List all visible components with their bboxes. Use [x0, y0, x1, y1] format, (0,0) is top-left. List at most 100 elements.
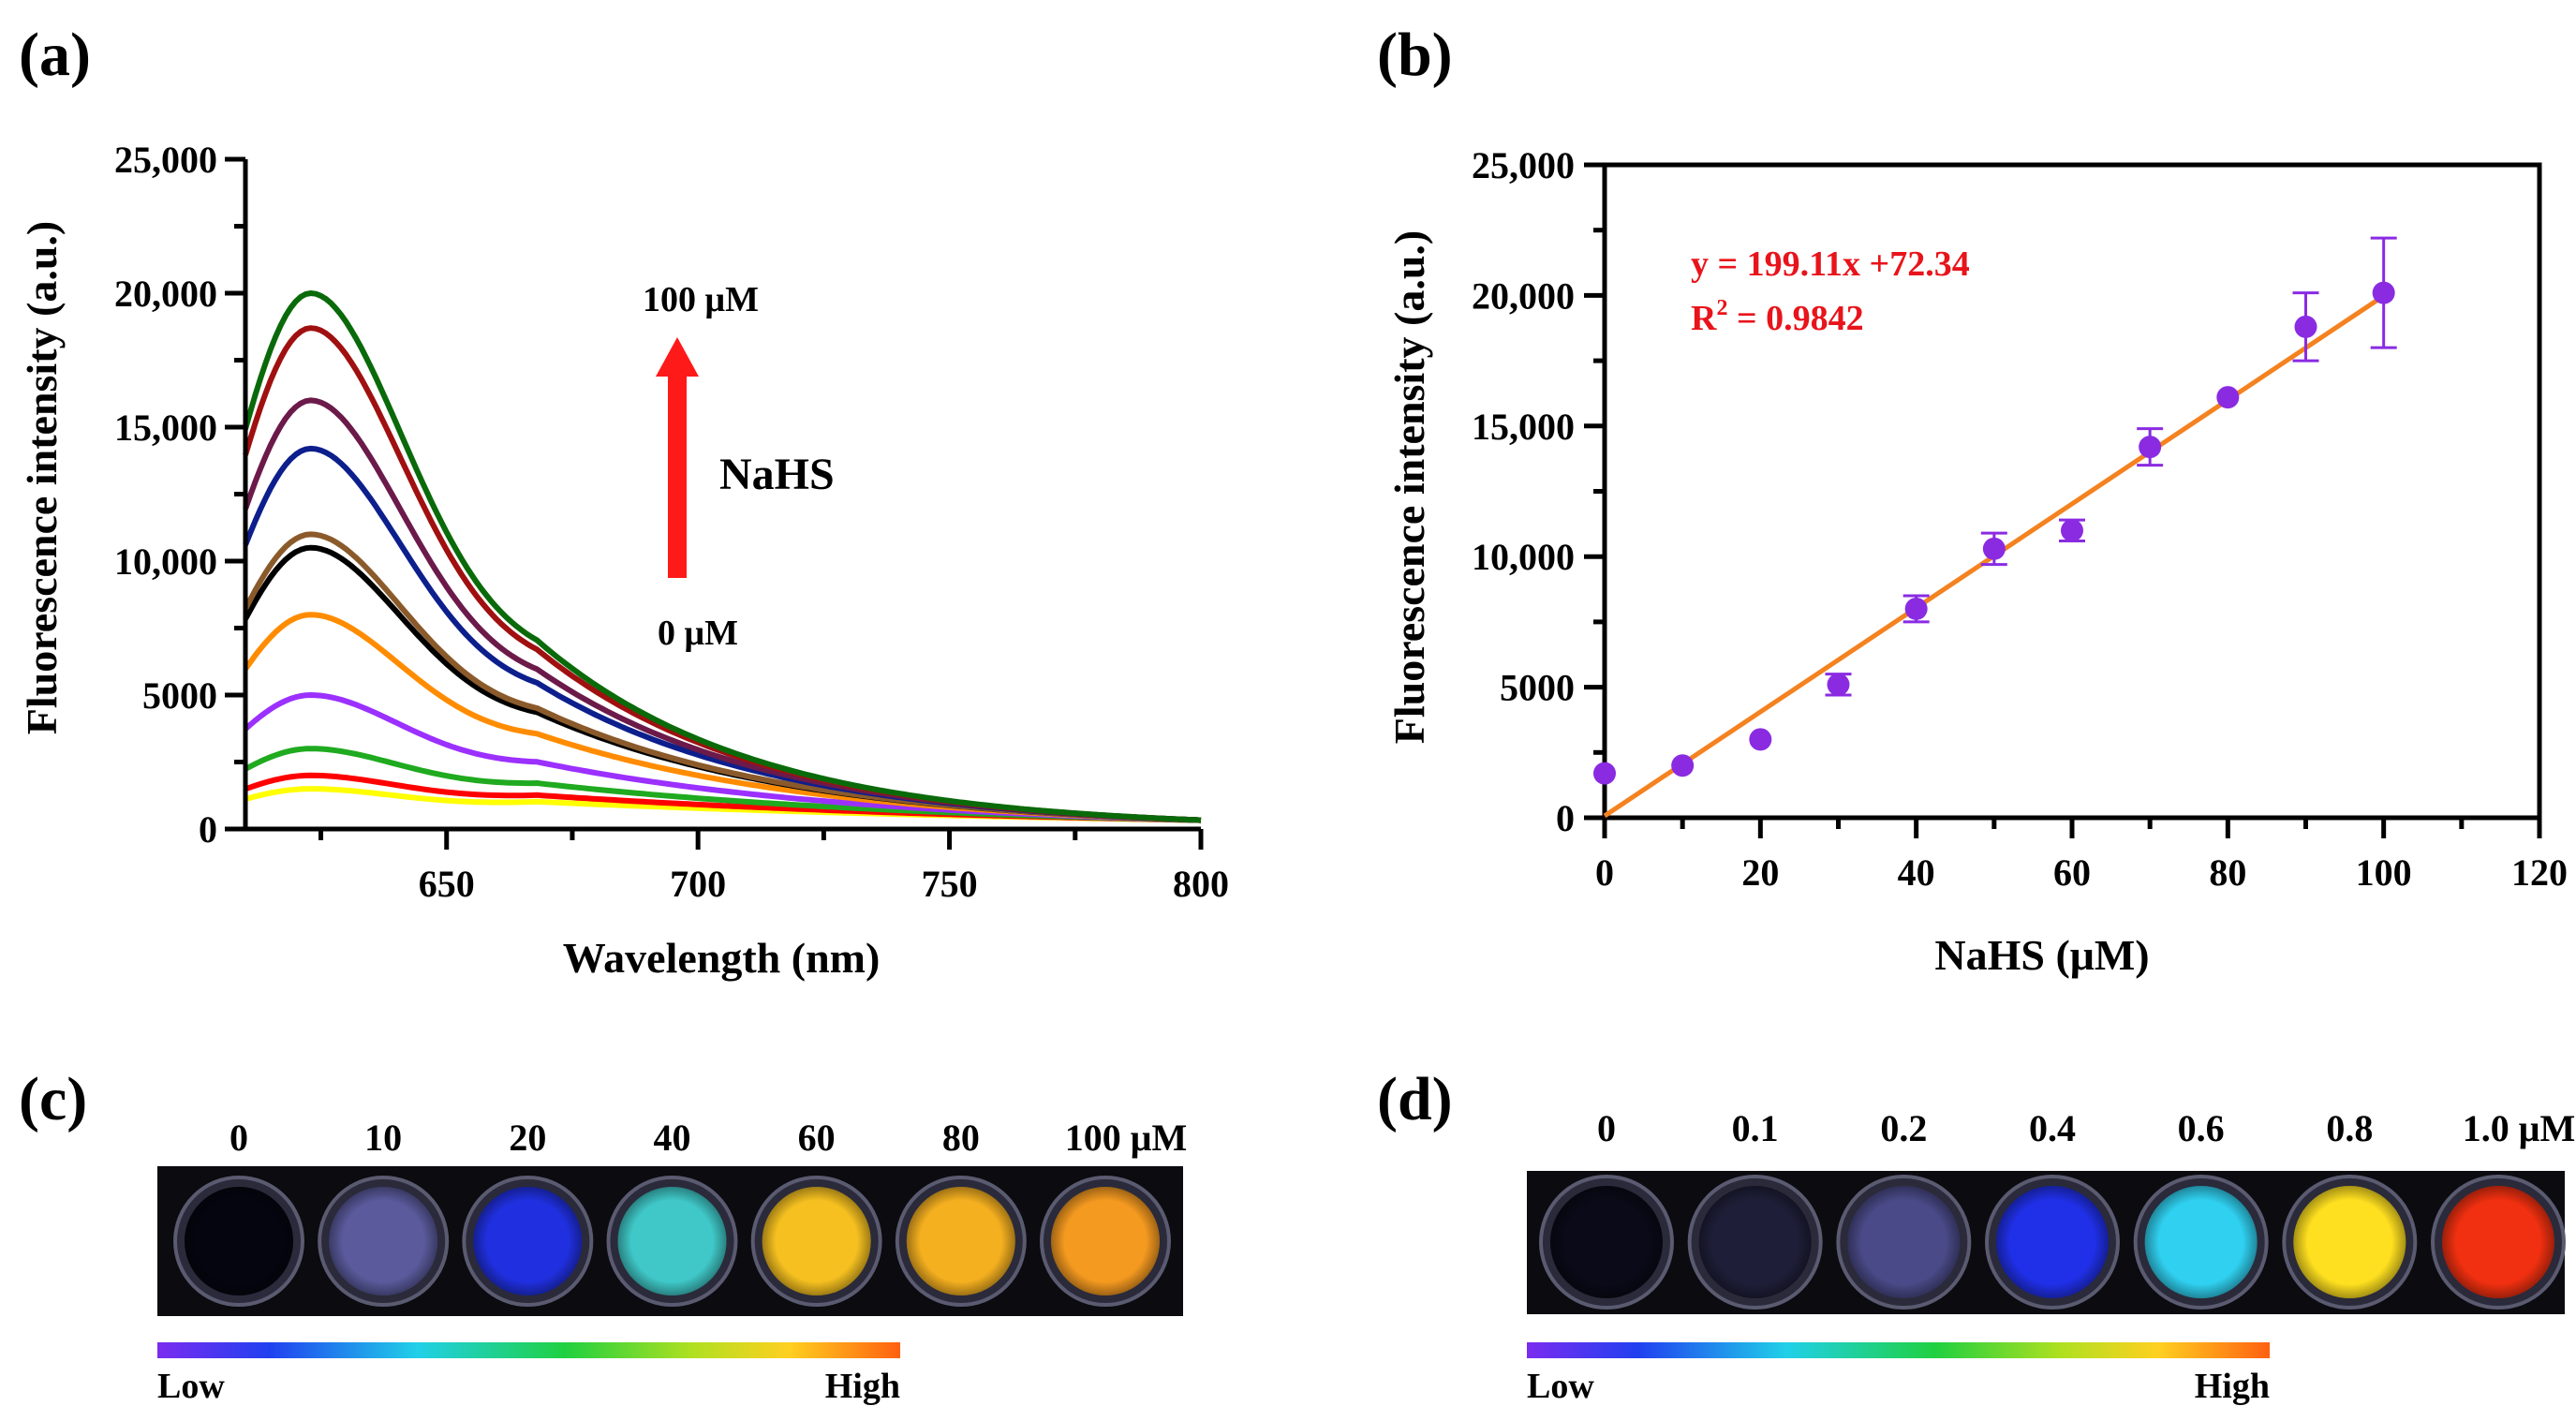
- panel-b-scatter-chart: (b) Fluorescence intensity (a.u.) NaHS (…: [1377, 21, 2568, 979]
- well-shade: [2293, 1186, 2406, 1298]
- panel-b-y-tick-label: 25,000: [1472, 144, 1575, 186]
- panel-b-x-tick-label: 100: [2356, 851, 2412, 894]
- panel-a-y-tick-label: 25,000: [114, 139, 217, 181]
- well-concentration-label: 0.2: [1880, 1107, 1927, 1149]
- well-shade: [1051, 1187, 1160, 1295]
- well-shade: [1698, 1186, 1812, 1298]
- panel-b-points-group: [1593, 236, 2397, 785]
- panel-d-scale-low: Low: [1527, 1367, 1594, 1406]
- panel-a-y-axis-title: Fluorescence intensity (a.u.): [18, 221, 66, 735]
- panel-b-r2: R2 = 0.9842: [1691, 296, 1864, 338]
- well-shade: [1550, 1186, 1663, 1298]
- well-concentration-label: 1.0 μM: [2463, 1107, 2575, 1149]
- panel-b-x-axis-title: NaHS (μM): [1934, 931, 2149, 979]
- panel-c-concentration-labels: 0 10 20 40 60 80 100 μM: [229, 1117, 1187, 1159]
- well-concentration-label: 60: [798, 1117, 836, 1159]
- panel-d-well-image: (d) 0 0.1 0.2 0.4 0.6 0.8 1.0 μM Low High: [1377, 1065, 2575, 1406]
- well-shade: [1996, 1186, 2109, 1298]
- panel-a-label: (a): [19, 21, 91, 89]
- panel-a-x-axis-title: Wavelength (nm): [563, 934, 881, 982]
- panel-b-y-tick-label: 10,000: [1472, 536, 1575, 578]
- well-concentration-label: 20: [509, 1117, 546, 1159]
- panel-a-y-tick-label: 5000: [142, 674, 217, 717]
- well-shade: [2442, 1186, 2554, 1298]
- well-concentration-label: 0.8: [2326, 1107, 2373, 1149]
- well-shade: [329, 1187, 438, 1295]
- panel-b-label: (b): [1377, 21, 1453, 89]
- panel-a-y-tick-label: 10,000: [114, 540, 217, 583]
- panel-b-point: [2294, 315, 2317, 338]
- panel-d-scale-high: High: [2195, 1367, 2270, 1406]
- panel-b-point: [1904, 597, 1928, 620]
- panel-c-well-image: (c) 0 10 20 40 60 80 100 μM Low High: [19, 1065, 1187, 1406]
- well-shade: [2144, 1186, 2258, 1298]
- panel-a-x-tick-label: 650: [419, 863, 475, 905]
- well-shade: [906, 1187, 1015, 1295]
- panel-a-line-chart: (a) Fluorescence intensity (a.u.) Wavele…: [18, 21, 1229, 982]
- panel-a-ticks: 0 5000 10,000 15,000 20,000 25,000 650 700 750 80…: [114, 139, 1229, 905]
- well-shade: [762, 1187, 871, 1295]
- well-concentration-label: 0: [1597, 1107, 1616, 1149]
- well-concentration-label: 10: [364, 1117, 402, 1159]
- panel-c-label: (c): [19, 1065, 87, 1133]
- well-concentration-label: 100 μM: [1065, 1117, 1187, 1159]
- panel-d-label: (d): [1377, 1065, 1453, 1133]
- panel-a-annotation-bottom: 0 μM: [658, 614, 738, 653]
- well-shade: [1847, 1186, 1961, 1298]
- panel-b-x-tick-label: 20: [1741, 851, 1779, 894]
- panel-b-point: [2216, 386, 2240, 409]
- panel-c-color-scale: [157, 1342, 900, 1358]
- well-concentration-label: 0.1: [1732, 1107, 1779, 1149]
- r2-superscript: 2: [1716, 296, 1727, 320]
- panel-b-x-tick-label: 60: [2053, 851, 2091, 894]
- panel-b-x-tick-label: 80: [2209, 851, 2246, 894]
- panel-a-x-tick-label: 700: [670, 863, 726, 905]
- panel-b-point: [2372, 281, 2395, 304]
- well-concentration-label: 80: [942, 1117, 980, 1159]
- panel-a-y-tick-label: 15,000: [114, 407, 217, 449]
- panel-b-equation: y = 199.11x +72.34: [1691, 244, 1970, 284]
- panel-a-annotation-top: 100 μM: [643, 280, 759, 319]
- panel-c-scale-high: High: [825, 1367, 900, 1406]
- r2-value: = 0.9842: [1727, 299, 1863, 338]
- well-concentration-label: 0.6: [2178, 1107, 2225, 1149]
- panel-a-arrow-label: NaHS: [719, 450, 835, 499]
- panel-b-y-tick-label: 15,000: [1472, 406, 1575, 448]
- well-concentration-label: 0: [229, 1117, 248, 1159]
- panel-b-y-tick-label: 20,000: [1472, 274, 1575, 317]
- panel-b-ticks: 0 5000 10,000 15,000 20,000 25,000 0 20 40 60 80 10…: [1472, 144, 2568, 894]
- panel-b-y-axis-title: Fluorescence intensity (a.u.): [1385, 230, 1433, 745]
- panel-a-series-group: [243, 290, 1202, 823]
- panel-b-point: [2061, 519, 2083, 542]
- panel-c-wells: [173, 1176, 1171, 1307]
- well-concentration-label: 0.4: [2029, 1107, 2076, 1149]
- panel-c-scale-low: Low: [157, 1367, 225, 1406]
- panel-b-x-tick-label: 40: [1898, 851, 1935, 894]
- panel-a-y-tick-label: 20,000: [114, 273, 217, 315]
- panel-b-point: [1671, 754, 1695, 777]
- panel-b-x-tick-label: 120: [2511, 851, 2568, 894]
- panel-b-y-tick-label: 5000: [1500, 667, 1575, 709]
- arrow-shaft: [668, 370, 687, 578]
- panel-a-y-tick-label: 0: [199, 808, 217, 851]
- panel-d-color-scale: [1527, 1342, 2270, 1358]
- panel-a-x-tick-label: 750: [922, 863, 978, 905]
- panel-a-series-100: [243, 290, 1202, 823]
- panel-a-x-tick-label: 800: [1173, 863, 1229, 905]
- r2-prefix: R: [1691, 299, 1717, 338]
- well-shade: [185, 1187, 293, 1295]
- panel-b-point: [1593, 762, 1616, 785]
- panel-a-increase-arrow: [656, 337, 699, 578]
- panel-d-concentration-labels: 0 0.1 0.2 0.4 0.6 0.8 1.0 μM: [1597, 1107, 2575, 1149]
- panel-b-point: [1827, 673, 1850, 696]
- well-shade: [617, 1187, 727, 1295]
- well-shade: [473, 1187, 583, 1295]
- arrow-head: [656, 337, 699, 377]
- panel-b-y-tick-label: 0: [1556, 797, 1575, 839]
- panel-b-x-tick-label: 0: [1595, 851, 1614, 894]
- panel-b-point: [1749, 728, 1772, 751]
- well-concentration-label: 40: [654, 1117, 691, 1159]
- panel-b-point: [2139, 436, 2162, 459]
- panel-d-wells: [1539, 1175, 2566, 1310]
